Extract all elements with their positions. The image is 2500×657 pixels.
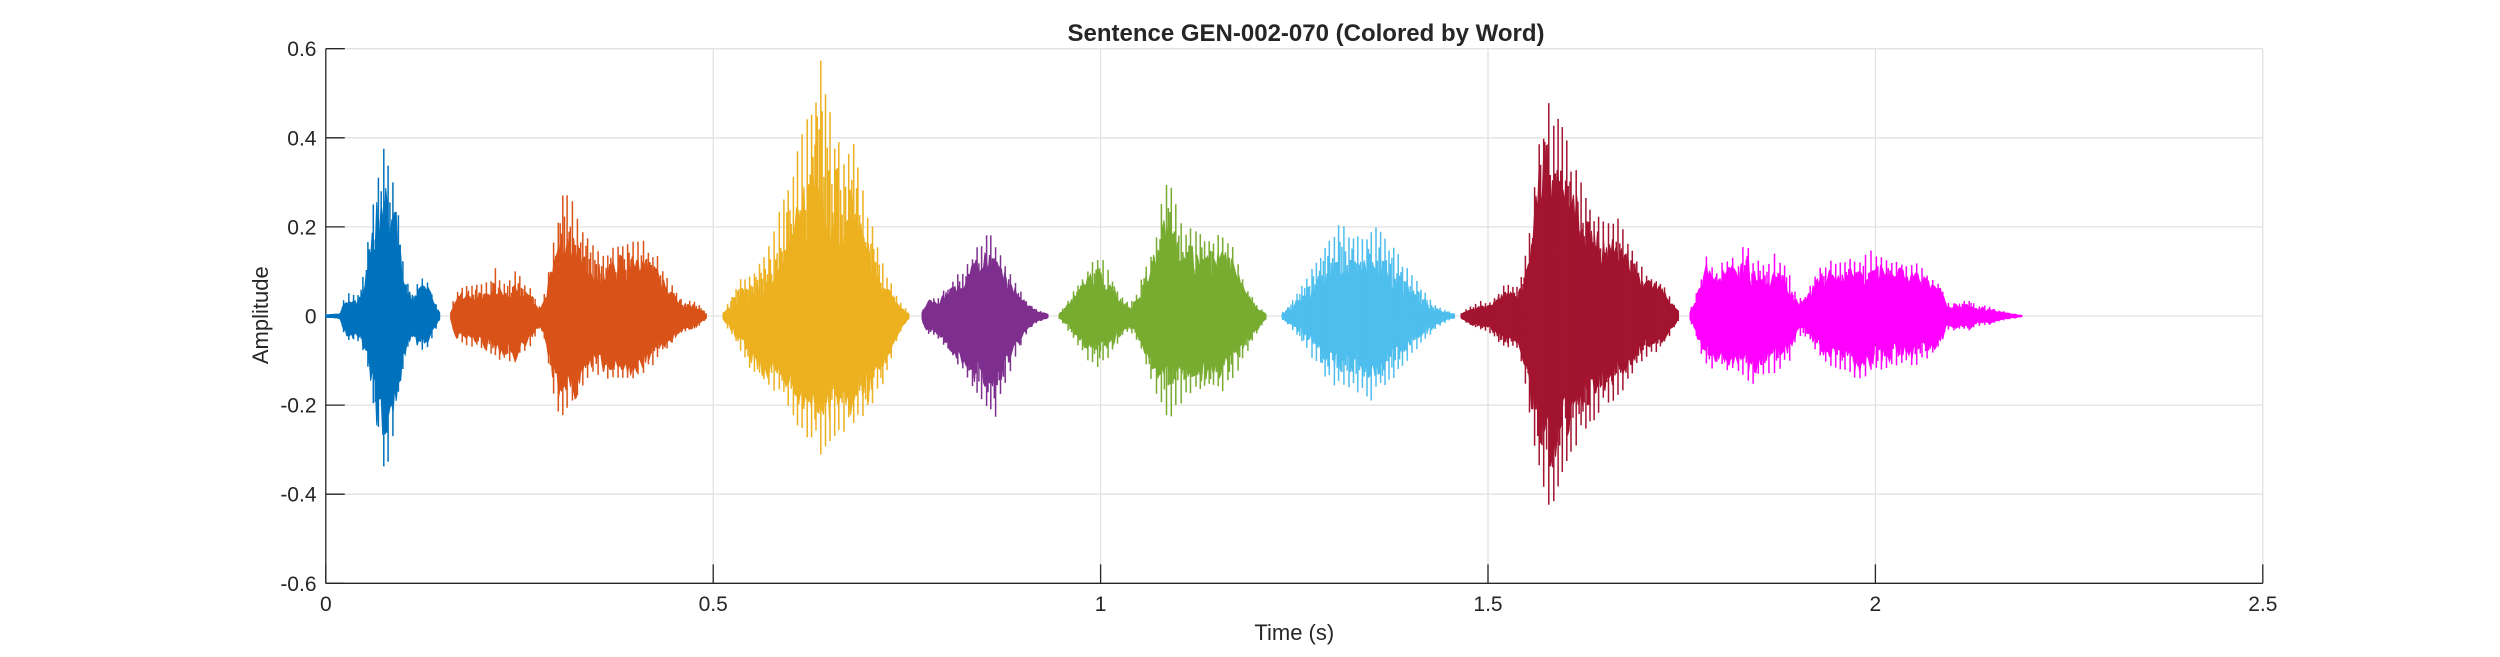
svg-text:0.2: 0.2 [287, 216, 316, 239]
svg-text:2.5: 2.5 [2248, 593, 2277, 616]
svg-text:2: 2 [1870, 593, 1882, 616]
svg-text:0.5: 0.5 [699, 593, 728, 616]
svg-text:Sentence GEN-002-070 (Colored: Sentence GEN-002-070 (Colored by Word) [1068, 20, 1545, 47]
svg-text:-0.6: -0.6 [280, 573, 316, 596]
svg-text:0: 0 [305, 306, 317, 329]
svg-text:1.5: 1.5 [1473, 593, 1502, 616]
svg-text:Time (s): Time (s) [1254, 620, 1334, 645]
svg-text:-0.2: -0.2 [280, 395, 316, 418]
svg-text:0.4: 0.4 [287, 127, 317, 150]
svg-text:-0.4: -0.4 [280, 484, 317, 507]
svg-text:0.6: 0.6 [287, 38, 316, 61]
svg-text:0: 0 [320, 593, 332, 616]
svg-text:1: 1 [1095, 593, 1107, 616]
svg-text:Amplitude: Amplitude [248, 266, 273, 364]
